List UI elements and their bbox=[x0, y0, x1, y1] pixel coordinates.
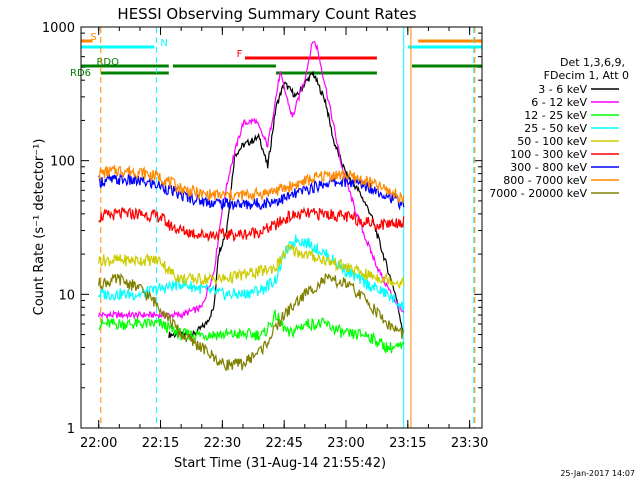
legend-label-0: 3 - 6 keV bbox=[538, 83, 587, 96]
legend-label-8: 7000 - 20000 keV bbox=[489, 187, 587, 200]
series-line-3 bbox=[98, 234, 405, 311]
series-line-2 bbox=[98, 308, 405, 355]
x-tick-label-0: 22:00 bbox=[80, 436, 117, 451]
chart-title: HESSI Observing Summary Count Rates bbox=[117, 5, 416, 23]
flag-label-s: S bbox=[90, 32, 96, 43]
flag-label-rdo: RDO bbox=[96, 57, 119, 68]
legend-label-6: 300 - 800 keV bbox=[510, 161, 587, 174]
footer-date: 25-Jan-2017 14:07 bbox=[560, 469, 635, 478]
y-axis-label: Count Rate (s⁻¹ detector⁻¹) bbox=[32, 139, 47, 316]
series-line-1 bbox=[98, 41, 405, 321]
series-line-6 bbox=[98, 173, 405, 211]
x-axis: 22:00 22:15 22:30 22:45 23:00 23:15 23:30 bbox=[80, 27, 488, 451]
y-tick-label-1: 10 bbox=[58, 288, 75, 303]
legend-label-7: 800 - 7000 keV bbox=[503, 174, 587, 187]
y-tick-label-3: 1000 bbox=[42, 21, 75, 36]
legend: Det 1,3,6,9, FDecim 1, Att 0 3 - 6 keV6 … bbox=[489, 56, 629, 200]
flag-label-f: F bbox=[237, 49, 243, 60]
plot-frame bbox=[80, 26, 483, 429]
y-tick-label-2: 100 bbox=[50, 155, 75, 170]
x-tick-label-4: 23:00 bbox=[327, 436, 364, 451]
legend-label-1: 6 - 12 keV bbox=[531, 96, 587, 109]
series-line-8 bbox=[98, 272, 405, 371]
flag-label-n: N bbox=[160, 38, 167, 49]
legend-label-2: 12 - 25 keV bbox=[524, 109, 587, 122]
series-line-4 bbox=[98, 243, 405, 290]
x-tick-label-2: 22:30 bbox=[204, 436, 241, 451]
series-line-5 bbox=[98, 206, 405, 243]
legend-label-4: 50 - 100 keV bbox=[517, 135, 587, 148]
legend-header-line-2: FDecim 1, Att 0 bbox=[544, 69, 629, 82]
observing-flags: SNFRDORD6 bbox=[70, 32, 482, 79]
x-tick-label-5: 23:15 bbox=[389, 436, 426, 451]
x-tick-label-3: 22:45 bbox=[265, 436, 302, 451]
legend-label-5: 100 - 300 keV bbox=[510, 148, 587, 161]
legend-label-3: 25 - 50 keV bbox=[524, 122, 587, 135]
x-tick-label-1: 22:15 bbox=[142, 436, 179, 451]
y-axis: 1 10 100 1000 bbox=[42, 21, 482, 437]
x-tick-label-6: 23:30 bbox=[451, 436, 488, 451]
y-tick-label-0: 1 bbox=[67, 422, 75, 437]
series-line-7 bbox=[98, 164, 405, 204]
legend-header-line-1: Det 1,3,6,9, bbox=[560, 56, 625, 69]
x-axis-label: Start Time (31-Aug-14 21:55:42) bbox=[174, 456, 386, 471]
series-line-0 bbox=[168, 70, 405, 340]
series-layer bbox=[98, 41, 405, 371]
